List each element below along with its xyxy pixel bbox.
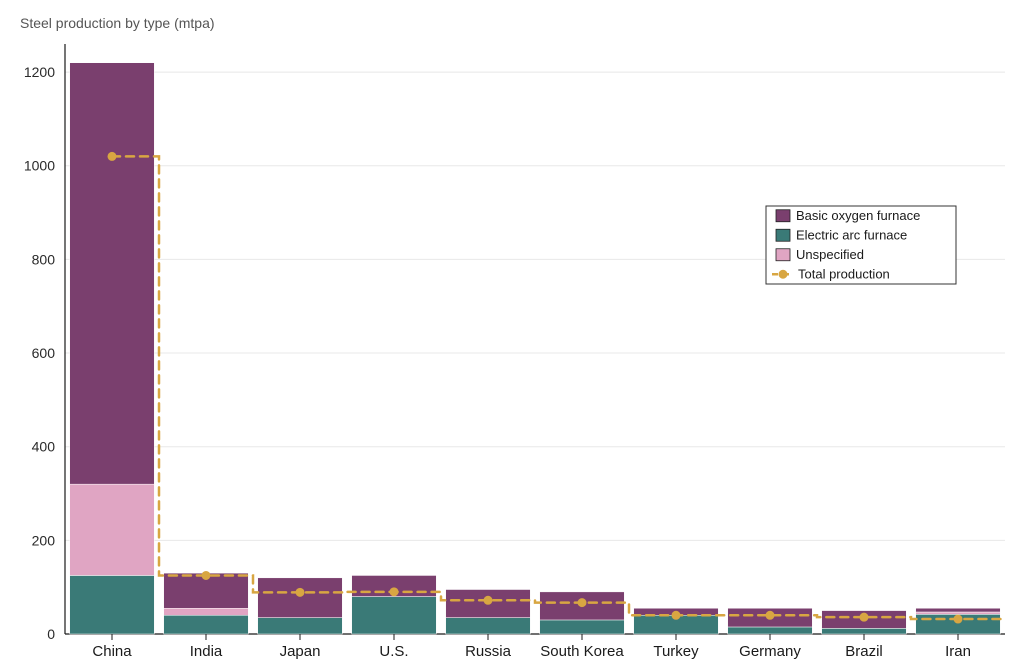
legend-label: Total production <box>798 267 890 282</box>
legend-swatch-unspecified <box>776 249 790 261</box>
bar-segment-electric_arc <box>70 575 155 634</box>
legend-swatch-basic_oxygen <box>776 210 790 222</box>
y-tick-label: 1000 <box>24 158 55 174</box>
y-tick-label: 400 <box>32 439 56 455</box>
y-tick-label: 1200 <box>24 64 55 80</box>
y-tick-label: 800 <box>32 251 56 267</box>
bar-segment-electric_arc <box>540 620 625 634</box>
total-production-marker <box>672 611 680 619</box>
bar-segment-electric_arc <box>164 615 249 634</box>
bar-segment-electric_arc <box>258 618 343 634</box>
chart-container: Steel production by type (mtpa) 02004006… <box>0 0 1024 664</box>
bar-segment-unspecified <box>164 608 249 615</box>
total-production-marker <box>766 611 774 619</box>
x-category-label: Turkey <box>653 643 699 660</box>
bar-segment-basic_oxygen <box>70 63 155 484</box>
bar-segment-unspecified <box>916 612 1001 614</box>
x-category-label: Brazil <box>845 643 883 660</box>
legend-label: Electric arc furnace <box>796 228 907 243</box>
legend-label: Basic oxygen furnace <box>796 208 920 223</box>
x-category-label: India <box>190 643 223 660</box>
chart-svg: 0 200 400 600 800 1000 1200 China India Japan U.S.… <box>0 0 1024 664</box>
bar-segment-electric_arc <box>446 618 531 634</box>
x-category-label: Iran <box>945 643 971 660</box>
bar-segment-basic_oxygen <box>258 578 343 618</box>
x-category-label: China <box>92 643 132 660</box>
legend: Basic oxygen furnace Electric arc furnace… <box>766 206 956 284</box>
y-tick-label: 600 <box>32 345 56 361</box>
total-production-marker <box>390 588 398 596</box>
total-production-marker <box>108 152 116 160</box>
total-production-marker <box>578 599 586 607</box>
y-tick-label: 0 <box>47 626 55 642</box>
bar-segment-electric_arc <box>352 597 437 634</box>
bar-segment-unspecified <box>70 484 155 575</box>
legend-swatch-electric_arc <box>776 229 790 241</box>
x-category-label: South Korea <box>540 643 624 660</box>
bar-segment-electric_arc <box>728 627 813 634</box>
bar-segment-basic_oxygen <box>916 608 1001 612</box>
x-category-label: U.S. <box>379 643 408 660</box>
total-production-marker <box>954 615 962 623</box>
x-category-label: Germany <box>739 643 801 660</box>
y-tick-label: 200 <box>32 532 56 548</box>
total-production-marker <box>860 613 868 621</box>
total-production-marker <box>484 596 492 604</box>
total-production-marker <box>202 571 210 579</box>
legend-marker-icon <box>779 270 787 278</box>
total-production-marker <box>296 588 304 596</box>
legend-label: Unspecified <box>796 247 864 262</box>
bar-segment-electric_arc <box>822 628 907 634</box>
x-category-label: Russia <box>465 643 512 660</box>
x-category-label: Japan <box>280 643 321 660</box>
